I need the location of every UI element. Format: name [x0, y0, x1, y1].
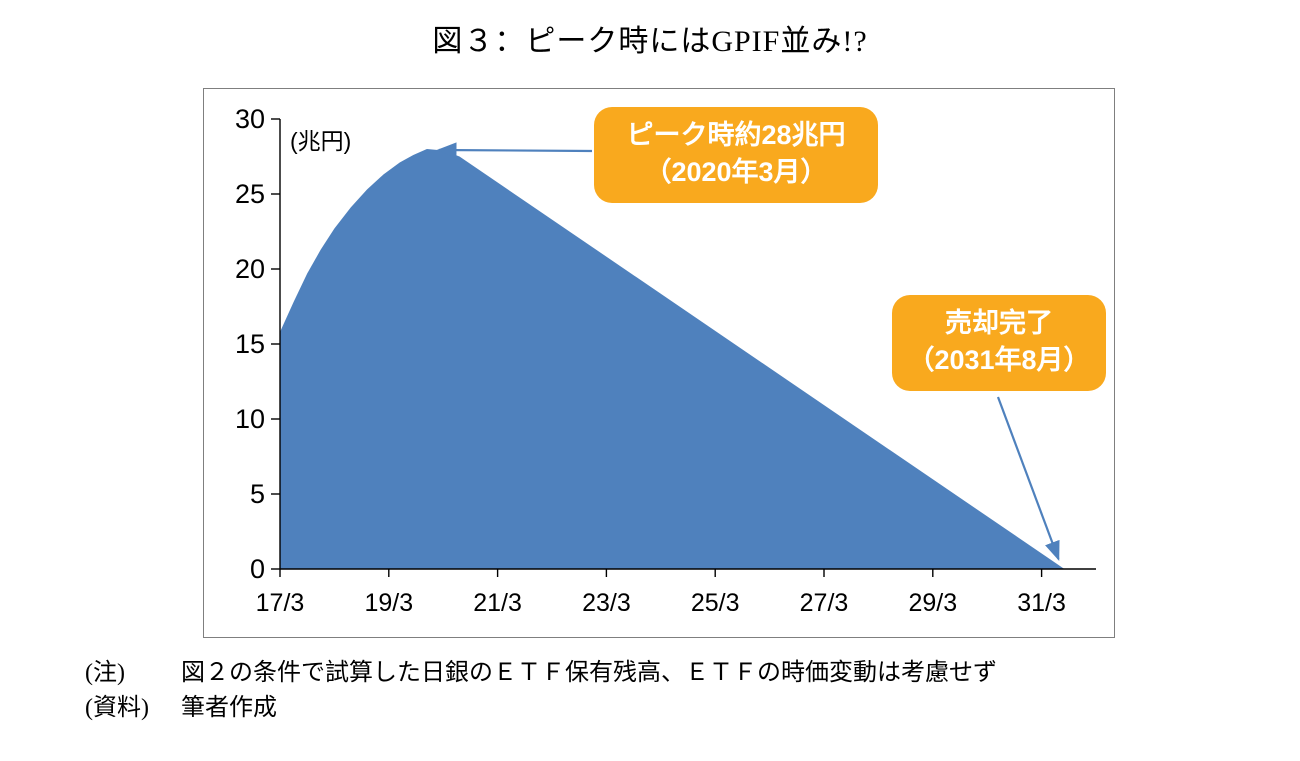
svg-text:25/3: 25/3 [691, 589, 740, 617]
svg-text:0: 0 [250, 554, 265, 584]
svg-text:27/3: 27/3 [800, 589, 849, 617]
chart-notes: (注) 図２の条件で試算した日銀のＥＴＦ保有残高、ＥＴＦの時価変動は考慮せず (… [85, 656, 997, 726]
svg-text:31/3: 31/3 [1017, 589, 1066, 617]
svg-text:17/3: 17/3 [256, 589, 305, 617]
annotation-sell-complete-line2: （2031年8月） [907, 345, 1091, 375]
svg-text:5: 5 [250, 479, 265, 509]
svg-text:(兆円): (兆円) [290, 128, 351, 154]
svg-text:23/3: 23/3 [582, 589, 631, 617]
annotation-peak-line1: ピーク時約28兆円 [626, 120, 846, 150]
annotation-sell-complete: 売却完了 （2031年8月） [892, 295, 1106, 391]
note-text: 筆者作成 [181, 695, 277, 721]
svg-text:19/3: 19/3 [364, 589, 413, 617]
annotation-peak-line2: （2020年3月） [644, 157, 828, 187]
svg-text:10: 10 [235, 404, 265, 434]
note-line: (資料) 筆者作成 [85, 691, 997, 726]
note-label: (資料) [85, 695, 149, 721]
svg-text:15: 15 [235, 329, 265, 359]
svg-text:21/3: 21/3 [473, 589, 522, 617]
svg-text:25: 25 [235, 179, 265, 209]
annotation-sell-complete-line1: 売却完了 [945, 308, 1053, 338]
svg-text:30: 30 [235, 104, 265, 134]
page-title: 図３：ピーク時にはGPIF並み!? [432, 25, 868, 58]
svg-text:29/3: 29/3 [908, 589, 957, 617]
chart-panel: 0 5 10 15 20 25 30 17/3 19/3 21/3 23/3 25/3 27/3 29/3… [203, 88, 1115, 638]
note-line: (注) 図２の条件で試算した日銀のＥＴＦ保有残高、ＥＴＦの時価変動は考慮せず [85, 656, 997, 691]
svg-text:20: 20 [235, 254, 265, 284]
note-label: (注) [85, 660, 125, 686]
etf-balance-area-chart: 0 5 10 15 20 25 30 17/3 19/3 21/3 23/3 25/3 27/3 29/3… [235, 104, 1096, 617]
note-text: 図２の条件で試算した日銀のＥＴＦ保有残高、ＥＴＦの時価変動は考慮せず [181, 660, 997, 686]
annotation-peak: ピーク時約28兆円 （2020年3月） [594, 107, 878, 203]
